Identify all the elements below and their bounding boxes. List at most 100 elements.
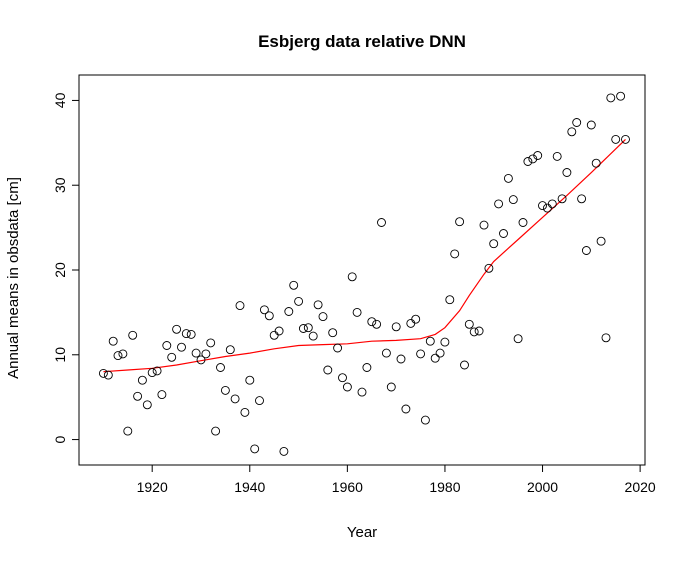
data-point [460, 360, 469, 370]
data-point [318, 312, 328, 322]
data-point [616, 91, 626, 101]
data-point [225, 345, 235, 355]
data-point [313, 300, 323, 310]
data-point [216, 363, 225, 372]
data-point [484, 263, 494, 273]
data-point [552, 151, 562, 161]
data-point [186, 329, 196, 339]
data-point [230, 394, 240, 404]
y-tick-label: 30 [52, 177, 68, 193]
data-point [606, 93, 616, 103]
data-point [201, 349, 211, 359]
data-point [206, 338, 216, 348]
data-point [621, 134, 630, 144]
data-point [601, 333, 611, 343]
plot-frame [78, 74, 646, 466]
data-point [372, 319, 382, 329]
data-point [333, 343, 343, 353]
data-point [381, 348, 391, 358]
data-point [557, 194, 567, 204]
data-point [211, 426, 221, 436]
data-point [152, 366, 162, 376]
y-axis: 0 10 20 30 40 [52, 92, 79, 443]
data-point [435, 348, 445, 358]
y-tick-label: 40 [52, 92, 68, 108]
data-point [328, 328, 338, 338]
data-points [98, 91, 630, 456]
data-point [416, 349, 426, 359]
data-point [181, 329, 191, 339]
data-point [264, 311, 274, 321]
data-point [377, 218, 386, 227]
data-point [523, 157, 533, 166]
data-point [367, 317, 377, 327]
data-point [386, 382, 396, 392]
data-point [474, 326, 484, 336]
data-point [450, 249, 460, 259]
chart-title: Esbjerg data relative DNN [258, 32, 466, 51]
data-point [611, 134, 621, 144]
trend-line [103, 138, 626, 373]
y-tick-label: 10 [52, 347, 68, 363]
data-point [357, 387, 367, 397]
data-point [572, 118, 582, 127]
data-point [118, 349, 128, 359]
data-point [113, 351, 123, 361]
data-point [401, 404, 411, 414]
data-point [259, 305, 269, 315]
data-point [586, 120, 596, 130]
data-point [499, 229, 508, 238]
data-point [342, 382, 352, 392]
data-point [542, 203, 552, 213]
data-point [494, 199, 504, 209]
trend-line-group [103, 138, 626, 373]
data-point [362, 363, 372, 372]
data-point [464, 319, 474, 329]
data-point [411, 314, 421, 324]
data-point [425, 336, 435, 346]
x-tick-label: 1960 [332, 479, 363, 495]
data-point [269, 330, 279, 340]
data-point [591, 158, 601, 168]
data-point [518, 218, 528, 227]
data-point [406, 318, 416, 328]
data-point [177, 342, 186, 352]
data-point [547, 199, 557, 209]
data-point [103, 370, 113, 380]
data-point [489, 239, 499, 249]
data-point [284, 307, 294, 316]
x-tick-label: 1940 [234, 479, 265, 495]
data-point [137, 375, 147, 385]
y-tick-label: 20 [52, 262, 68, 278]
data-point [581, 246, 591, 255]
y-tick-label: 0 [52, 435, 68, 443]
data-point [220, 385, 230, 395]
data-point [172, 324, 182, 334]
data-point [98, 368, 108, 378]
data-point [279, 446, 289, 456]
data-point [308, 331, 318, 341]
data-point [503, 173, 513, 183]
data-point [338, 373, 347, 383]
data-point [128, 330, 138, 340]
data-point [352, 307, 362, 317]
data-point [567, 127, 577, 137]
data-point [162, 341, 172, 350]
data-point [298, 324, 308, 333]
data-point [430, 353, 440, 363]
data-point [191, 348, 201, 358]
data-point [323, 365, 333, 375]
x-tick-label: 1920 [137, 479, 168, 495]
data-point [528, 154, 538, 164]
data-point [508, 195, 518, 205]
data-point [533, 151, 543, 160]
data-point [347, 272, 357, 282]
x-axis: 1920 1940 1960 1980 2000 2020 [137, 465, 656, 495]
data-point [274, 326, 284, 336]
x-axis-label: Year [347, 524, 377, 541]
data-point [513, 334, 523, 344]
x-tick-label: 1980 [429, 479, 460, 495]
data-point [147, 368, 157, 378]
data-point [538, 201, 547, 211]
data-point [562, 168, 572, 177]
